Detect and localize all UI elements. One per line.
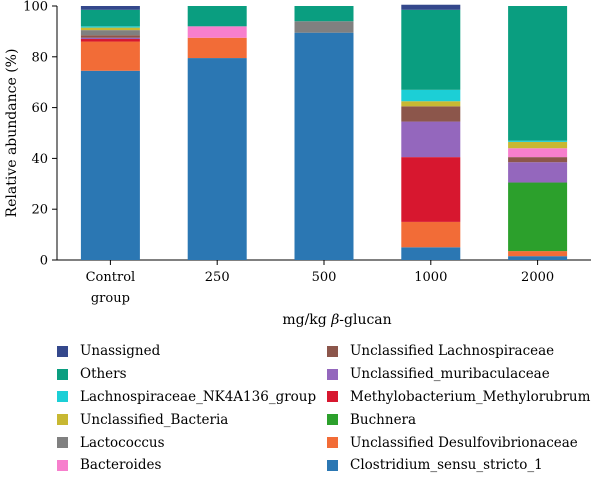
bar-segment xyxy=(294,21,354,33)
y-tick-label: 40 xyxy=(31,152,48,167)
y-axis: 0 20 40 60 80 100 xyxy=(23,0,58,269)
bar-segment xyxy=(508,141,568,149)
y-tick-label: 100 xyxy=(23,0,48,15)
bar-segment xyxy=(508,162,568,183)
bar-segment xyxy=(401,101,461,107)
legend-swatch xyxy=(327,368,338,380)
bar-segment xyxy=(508,6,568,141)
x-tick-label: 2000 xyxy=(521,270,554,285)
bar-segment xyxy=(80,9,140,27)
y-tick-label: 80 xyxy=(31,50,48,65)
legend-label: Others xyxy=(80,366,127,383)
legend-swatch xyxy=(57,437,68,449)
bar-segment xyxy=(187,58,247,260)
legend-label: Buchnera xyxy=(350,411,417,428)
bar-segment xyxy=(401,4,461,10)
y-tick-label: 60 xyxy=(31,101,48,116)
legend-item: Bacteroides xyxy=(57,454,316,477)
x-tick-label: Control xyxy=(86,270,136,285)
y-axis-label: Relative abundance (%) xyxy=(4,49,20,218)
legend-label: Unclassified Lachnospiraceae xyxy=(350,343,555,360)
x-axis-label: mg/kg β-glucan xyxy=(282,312,391,328)
x-tick-label-line2: group xyxy=(91,291,130,306)
bar-segment xyxy=(187,26,247,38)
bar-segment xyxy=(401,247,461,260)
y-tick-label: 0 xyxy=(40,254,48,269)
legend-column-left: Unassigned Others Lachnospiraceae_NK4A136_… xyxy=(57,340,316,477)
legend-label: Unassigned xyxy=(80,343,161,360)
legend-label: Unclassified_muribaculaceae xyxy=(350,366,550,383)
x-tick-label: 250 xyxy=(205,270,230,285)
bar-segment xyxy=(80,35,140,38)
legend-swatch xyxy=(57,368,68,380)
bar-segment xyxy=(401,106,461,122)
legend-swatch xyxy=(57,459,68,471)
x-axis-label-prefix: mg/kg xyxy=(282,312,331,328)
bar-segment xyxy=(80,27,140,31)
bar-segment xyxy=(508,251,568,257)
legend-item: Unclassified_Bacteria xyxy=(57,408,316,431)
bar-segment xyxy=(508,148,568,158)
bar-segment xyxy=(401,157,461,222)
bar-segment xyxy=(508,140,568,142)
bar-segment xyxy=(80,39,140,42)
x-tick-label: 1000 xyxy=(414,270,447,285)
legend-item: Unassigned xyxy=(57,340,316,363)
bar-segment xyxy=(508,256,568,260)
bar-segment xyxy=(187,37,247,59)
bar-segment xyxy=(401,221,461,248)
legend-label: Clostridium_sensu_stricto_1 xyxy=(350,457,543,474)
bar-segment xyxy=(80,70,140,261)
bar-segment xyxy=(80,30,140,36)
bar-segment xyxy=(401,9,461,90)
legend-item: Clostridium_sensu_stricto_1 xyxy=(327,454,590,477)
bar-segment xyxy=(187,6,247,27)
legend-item: Unclassified Lachnospiraceae xyxy=(327,340,590,363)
bars xyxy=(80,4,568,261)
legend-swatch xyxy=(327,391,338,403)
legend-item: Unclassified Desulfovibrionaceae xyxy=(327,431,590,454)
legend-swatch xyxy=(327,437,338,449)
legend-item: Others xyxy=(57,363,316,386)
legend-swatch xyxy=(327,345,338,357)
bar-segment xyxy=(508,157,568,163)
legend-swatch xyxy=(57,345,68,357)
y-tick-label: 20 xyxy=(31,203,48,218)
legend-item: Lactococcus xyxy=(57,431,316,454)
legend-label: Lachnospiraceae_NK4A136_group xyxy=(80,388,317,405)
bar-segment xyxy=(80,41,140,71)
x-tick-label: 500 xyxy=(312,270,337,285)
bar-segment xyxy=(294,32,354,260)
legend-item: Unclassified_muribaculaceae xyxy=(327,363,590,386)
legend-column-right: Unclassified Lachnospiraceae Unclassified… xyxy=(327,340,590,477)
legend-item: Buchnera xyxy=(327,408,590,431)
legend-label: Bacteroides xyxy=(80,457,162,474)
legend-swatch xyxy=(57,391,68,403)
legend-swatch xyxy=(57,414,68,426)
bar-segment xyxy=(401,121,461,158)
legend-label: Lactococcus xyxy=(80,434,165,451)
legend-label: Unclassified_Bacteria xyxy=(80,411,229,428)
bar-segment xyxy=(294,6,354,22)
bar-segment xyxy=(401,89,461,102)
legend-label: Unclassified Desulfovibrionaceae xyxy=(350,434,578,451)
legend-label: Methylobacterium_Methylorubrum xyxy=(350,388,591,405)
bar-segment xyxy=(80,37,140,40)
legend-item: Lachnospiraceae_NK4A136_group xyxy=(57,386,316,409)
legend-item: Methylobacterium_Methylorubrum xyxy=(327,386,590,409)
bar-segment xyxy=(80,6,140,10)
bar-segment xyxy=(80,26,140,28)
x-axis-label-beta: β xyxy=(330,312,339,328)
legend-swatch xyxy=(327,414,338,426)
bar-segment xyxy=(508,182,568,252)
x-axis-label-suffix: -glucan xyxy=(339,312,391,328)
legend-swatch xyxy=(327,459,338,471)
x-axis: Control group 250 500 1000 2000 xyxy=(57,259,591,306)
